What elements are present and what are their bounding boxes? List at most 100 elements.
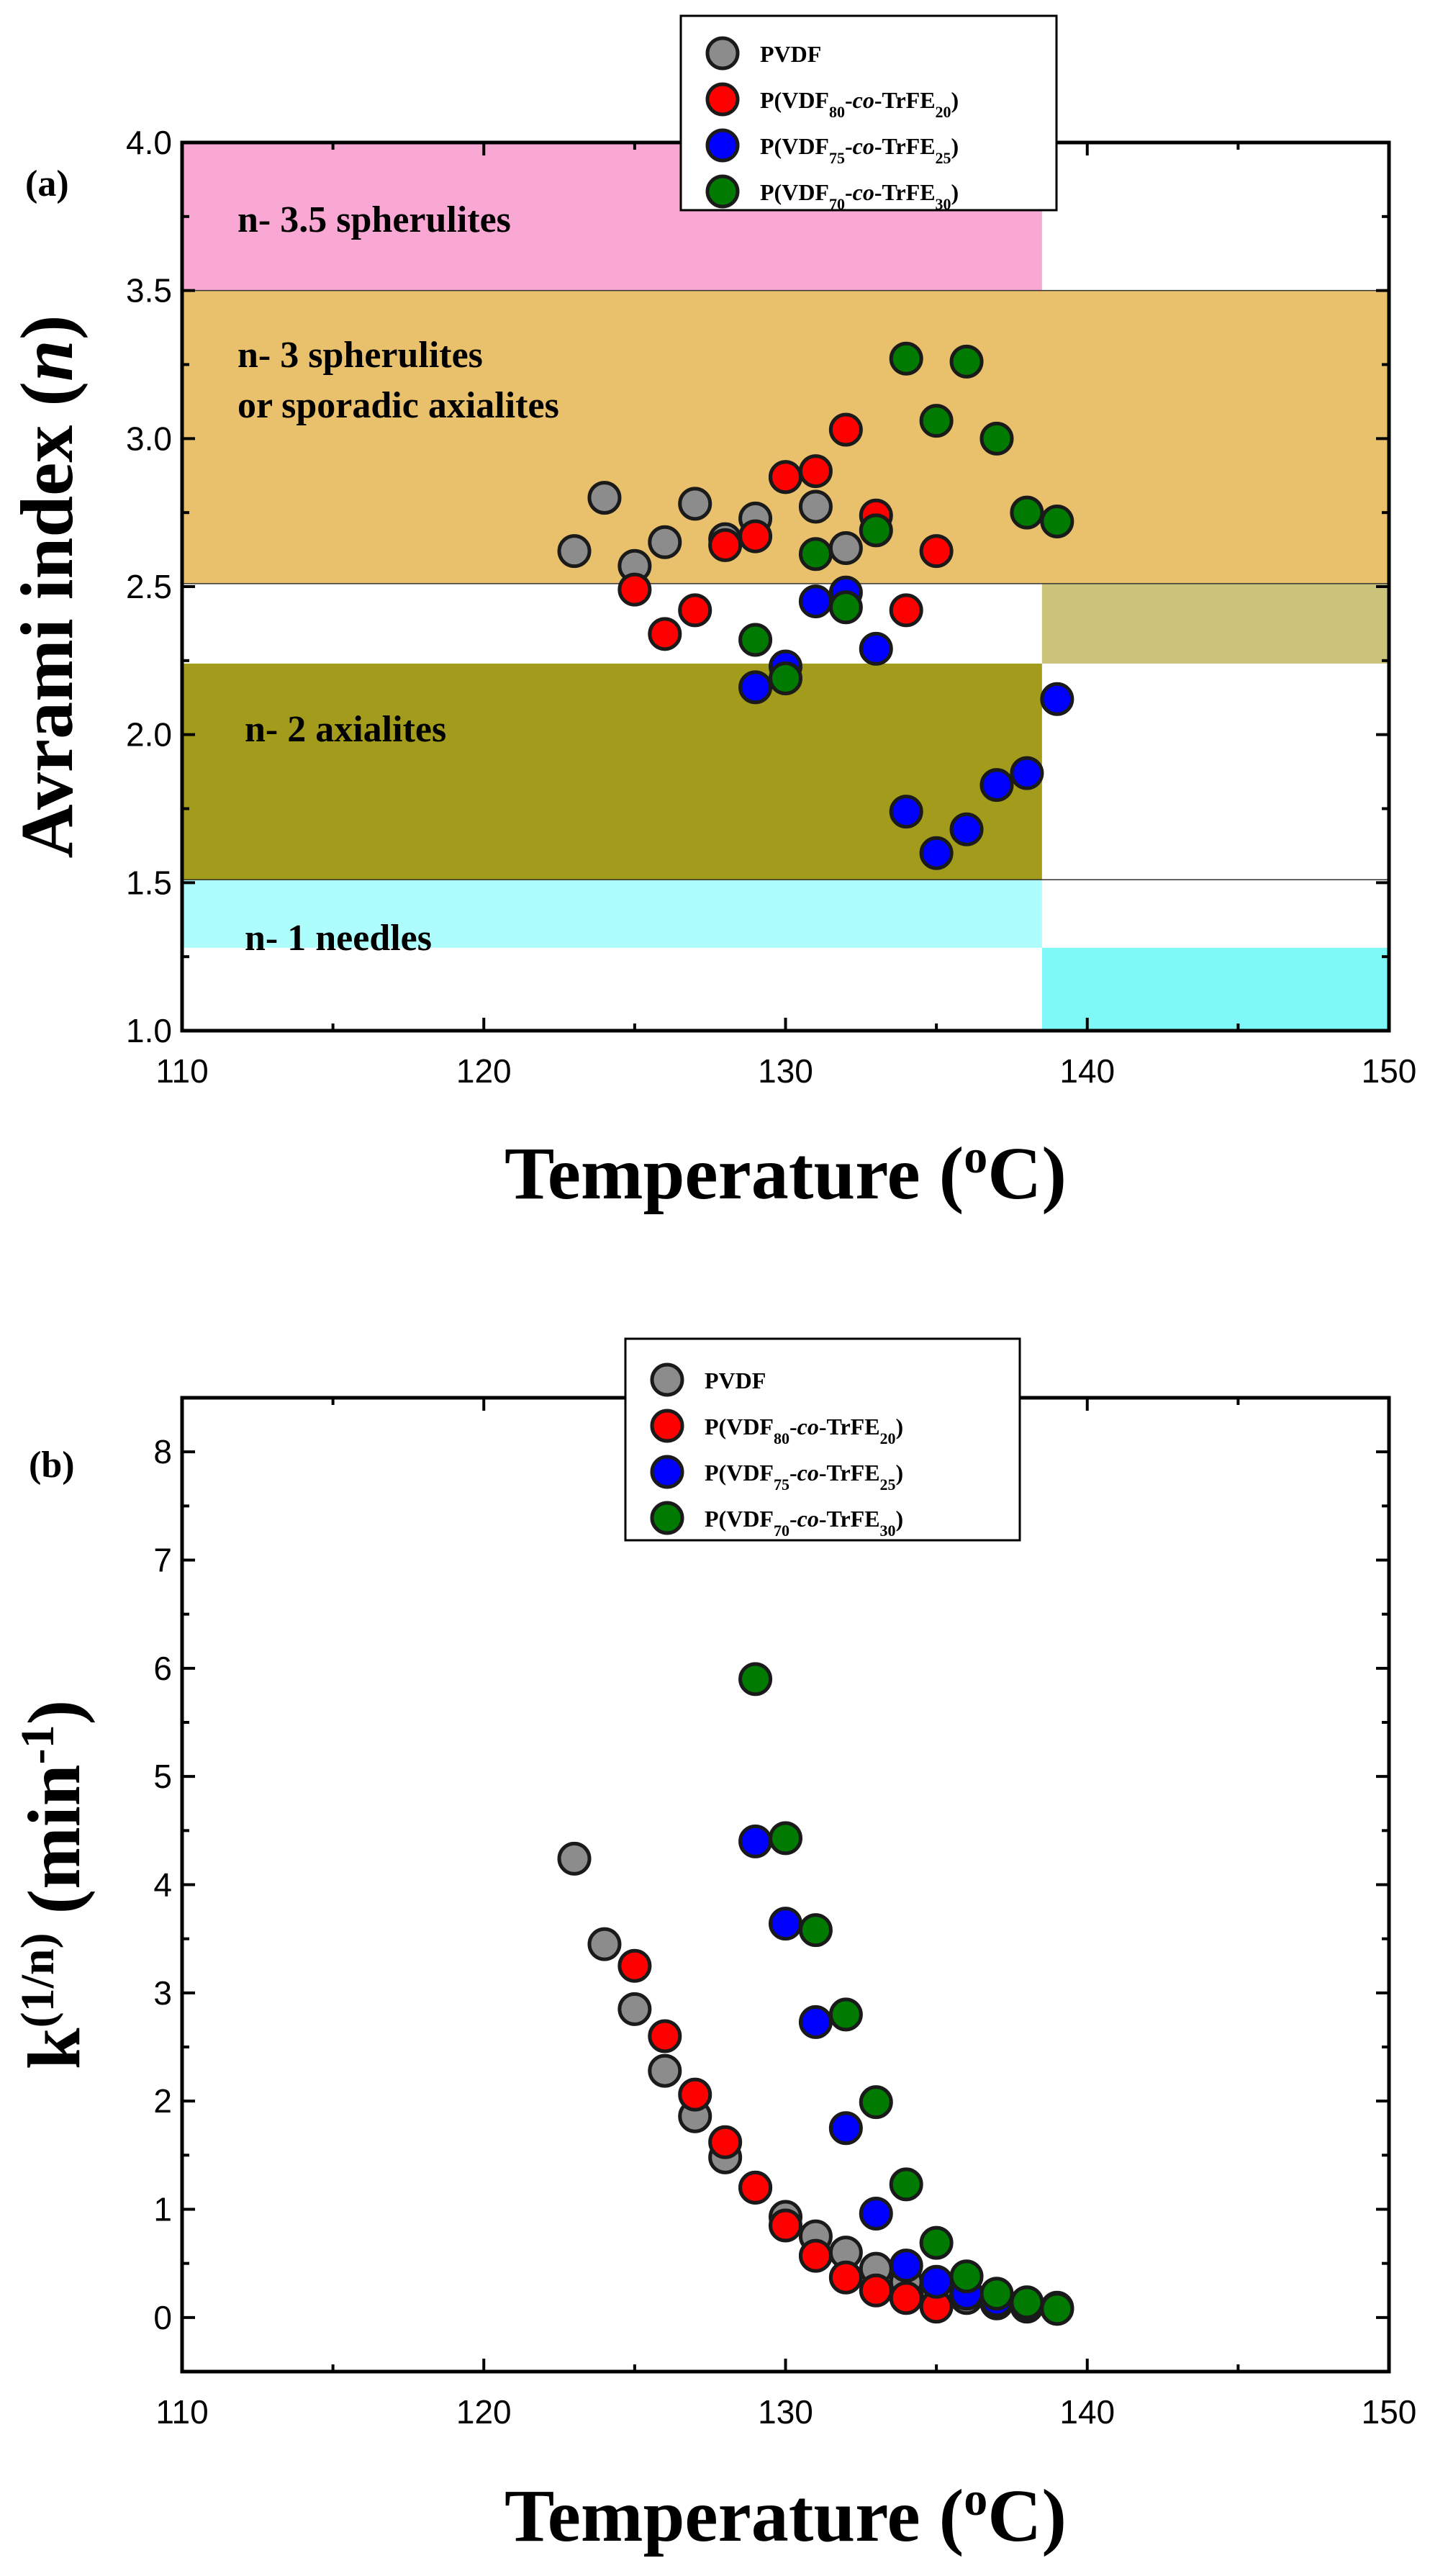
data-point <box>617 1992 652 2026</box>
legend-box <box>624 1337 1021 1542</box>
x-tick-label: 130 <box>758 1052 813 1090</box>
legend-marker <box>705 36 740 71</box>
x-tick-label: 110 <box>155 2393 208 2431</box>
data-point <box>617 572 652 607</box>
data-point <box>889 593 923 628</box>
data-point <box>769 661 802 696</box>
data-point <box>798 489 833 524</box>
region-3 <box>1041 583 1389 664</box>
panel-b-rate-constant: 110 120 130 140 150 0 1 2 3 4 5 6 7 8 (b) Temperature (… <box>12 1337 1417 2558</box>
y-tick-label: 5 <box>153 1758 172 1795</box>
data-point <box>587 1927 622 1961</box>
data-point <box>557 1841 592 1876</box>
y-tick-label: 7 <box>153 1542 172 1579</box>
x-axis-title: Temperature (oC) <box>504 2473 1067 2558</box>
data-point <box>889 795 923 829</box>
data-point <box>678 2077 712 2112</box>
data-point <box>708 2125 743 2159</box>
y-tick-label: 0 <box>153 2299 172 2336</box>
legend-label: PVDF <box>760 41 821 67</box>
legend-label: P(VDF75-co-TrFE25) <box>760 133 959 167</box>
y-axis-title: k(1/n) (min-1) <box>12 1700 96 2069</box>
data-points <box>557 1662 1074 2326</box>
data-point <box>798 537 833 571</box>
legend-label: P(VDF75-co-TrFE25) <box>705 1460 903 1493</box>
legend-label: P(VDF70-co-TrFE30) <box>760 179 959 213</box>
data-point <box>859 631 893 666</box>
region-label: n- 2 axialites <box>245 709 446 750</box>
legend: PVDF P(VDF80-co-TrFE20) P(VDF75-co-TrFE25)… <box>624 1337 1021 1542</box>
data-point <box>919 404 954 438</box>
x-tick-label: 130 <box>758 2393 813 2431</box>
series-2 <box>738 1824 1074 2325</box>
region-5 <box>1041 947 1389 1031</box>
series-2 <box>738 575 1074 870</box>
data-point <box>979 421 1014 456</box>
legend-marker <box>650 1409 684 1443</box>
region-label: n- 1 needles <box>245 918 432 959</box>
legend-marker <box>705 128 740 163</box>
x-axis-title: Temperature (oC) <box>504 1131 1067 1216</box>
x-tick-label: 140 <box>1059 2393 1115 2431</box>
legend-label: P(VDF80-co-TrFE20) <box>760 87 959 121</box>
y-tick-label: 3.0 <box>126 420 172 457</box>
region-1 <box>182 290 1389 584</box>
data-point <box>798 2238 833 2273</box>
data-point <box>738 2170 773 2205</box>
legend-marker <box>650 1501 684 1535</box>
series-1 <box>617 1948 954 2324</box>
data-point <box>828 2111 863 2146</box>
panel-label: (a) <box>25 163 69 204</box>
y-tick-label: 4 <box>153 1866 172 1904</box>
axes: 110 120 130 140 150 0 1 2 3 4 5 6 7 8 <box>153 1396 1417 2431</box>
panel-label: (b) <box>29 1445 75 1486</box>
y-tick-label: 2.5 <box>126 568 172 605</box>
data-point <box>769 1907 802 1941</box>
data-point <box>769 460 802 494</box>
region-4 <box>182 880 1042 948</box>
data-point <box>859 513 893 548</box>
data-point <box>949 2259 984 2294</box>
x-tick-label: 150 <box>1362 1052 1417 1090</box>
region-label: n- 3.5 spherulites <box>237 199 511 240</box>
data-point <box>889 2249 923 2283</box>
data-point <box>828 590 863 625</box>
y-tick-label: 1.0 <box>126 1012 172 1049</box>
data-point <box>828 1997 863 2032</box>
series-3 <box>738 1662 1074 2326</box>
legend-marker <box>650 1362 684 1397</box>
series-3 <box>738 341 1074 696</box>
data-point <box>708 528 743 562</box>
y-tick-label: 2.0 <box>126 716 172 754</box>
data-point <box>889 2281 923 2315</box>
y-tick-label: 1.5 <box>126 864 172 901</box>
data-point <box>678 593 712 628</box>
data-point <box>769 2208 802 2243</box>
data-point <box>919 2225 954 2260</box>
data-point <box>587 481 622 515</box>
x-tick-label: 150 <box>1362 2393 1417 2431</box>
legend-label: P(VDF80-co-TrFE20) <box>705 1414 903 1447</box>
x-tick-label: 120 <box>456 2393 512 2431</box>
y-axis-title: Avrami index (n) <box>6 315 89 859</box>
panel-a-avrami-index: n- 3.5 spherulites n- 3 spherulites or spo… <box>6 14 1417 1216</box>
data-point <box>919 534 954 569</box>
data-point <box>889 2167 923 2202</box>
y-tick-label: 3.5 <box>126 272 172 309</box>
data-point <box>648 617 682 651</box>
region-label-line2: or sporadic axialites <box>237 385 559 426</box>
data-point <box>738 1662 773 1696</box>
data-point <box>979 2277 1014 2311</box>
data-point <box>1010 495 1044 530</box>
data-point <box>828 412 863 447</box>
legend-marker <box>705 174 740 209</box>
data-point <box>1040 505 1074 539</box>
data-point <box>919 836 954 870</box>
y-tick-label: 6 <box>153 1650 172 1687</box>
y-tick-label: 3 <box>153 1974 172 2012</box>
data-point <box>738 623 773 657</box>
data-point <box>648 525 682 559</box>
data-point <box>798 1913 833 1948</box>
data-point <box>678 487 712 521</box>
